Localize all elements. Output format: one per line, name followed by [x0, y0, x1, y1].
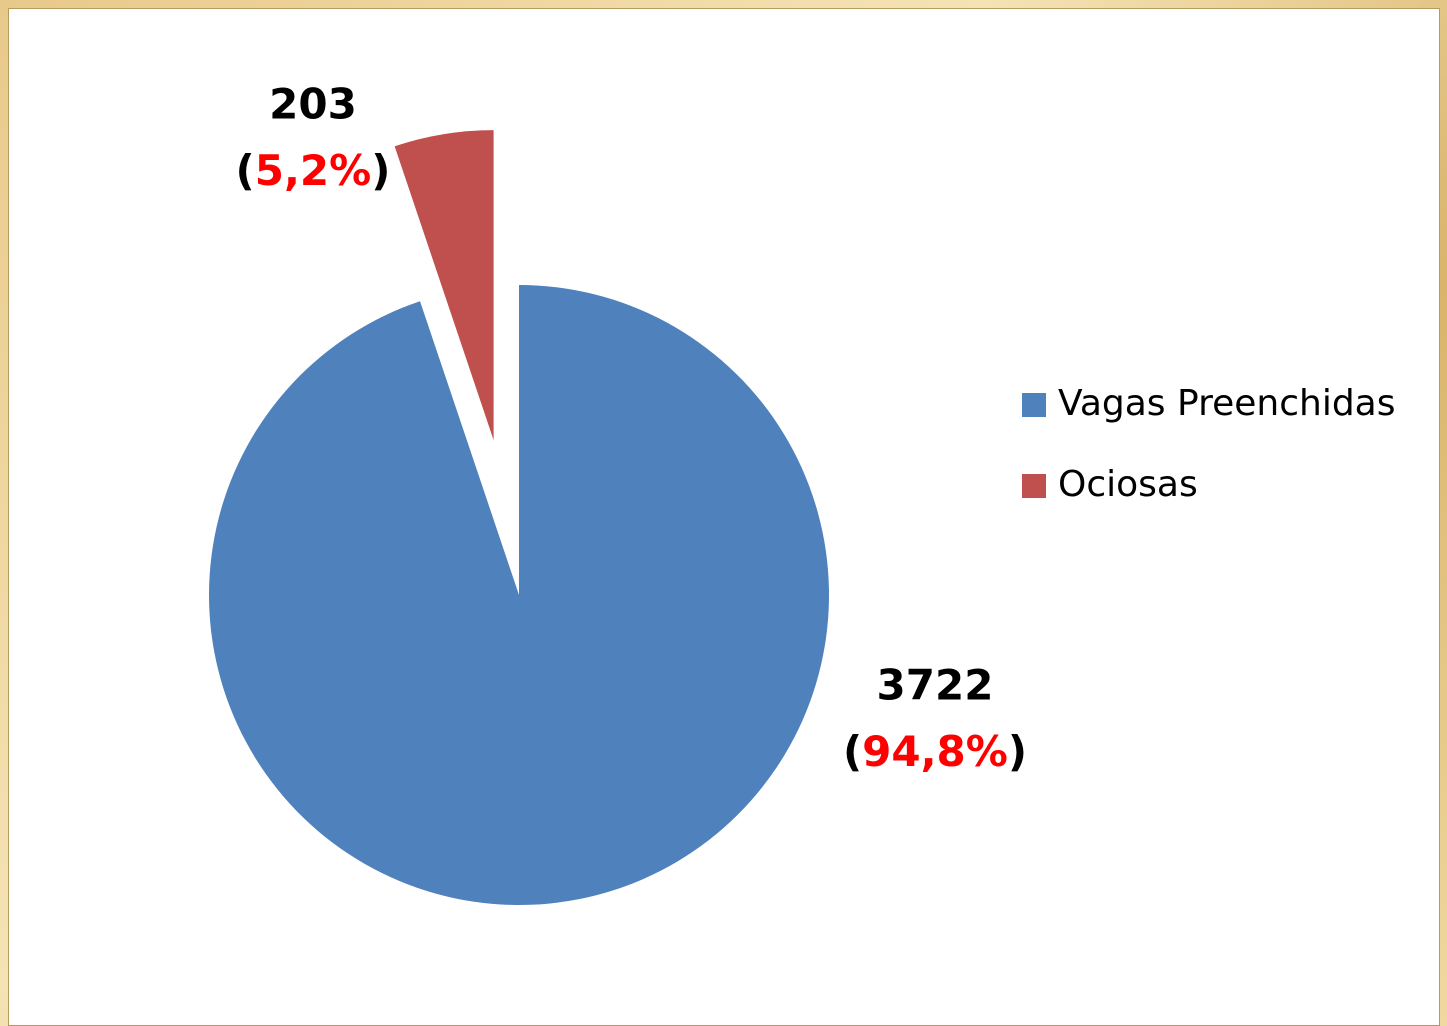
percent-label: (94,8%) [843, 727, 1027, 776]
legend-label: Vagas Preenchidas [1058, 383, 1395, 424]
percent-label: (5,2%) [236, 146, 391, 195]
legend-label: Ociosas [1058, 464, 1198, 505]
data-label: 3722 [877, 661, 994, 710]
pie-slice [394, 130, 494, 441]
legend-swatch [1022, 393, 1046, 417]
pie-slice [209, 285, 830, 905]
legend-swatch [1022, 474, 1046, 498]
data-label: 203 [269, 80, 357, 129]
